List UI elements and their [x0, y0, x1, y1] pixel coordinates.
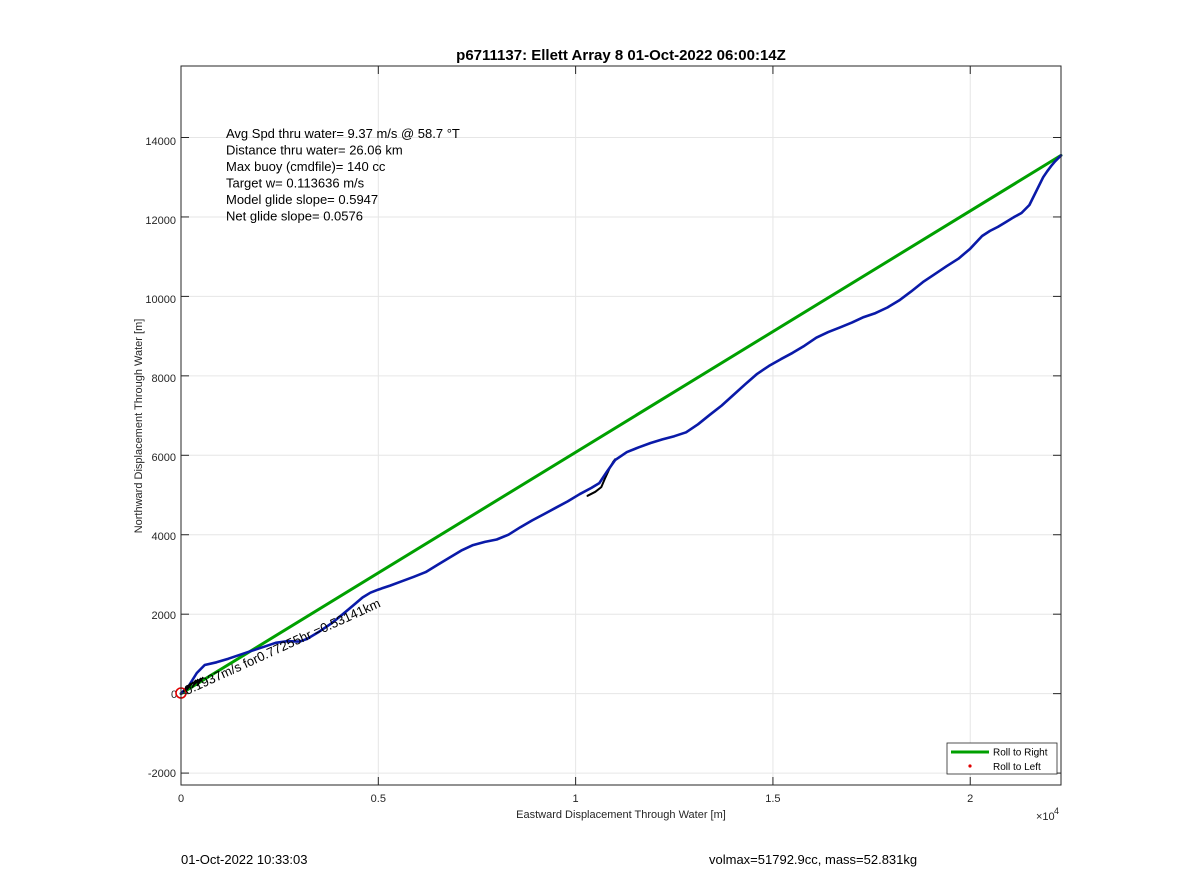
- y-tick-label: 12000: [145, 215, 176, 227]
- legend-roll-left-swatch: [968, 764, 972, 768]
- annotation-block: Avg Spd thru water= 9.37 m/s @ 58.7 °T D…: [226, 126, 460, 224]
- y-tick-label: 14000: [145, 136, 176, 148]
- y-tick-label: 2000: [152, 610, 176, 622]
- x-axis-label: Eastward Displacement Through Water [m]: [516, 809, 726, 821]
- x-axis-exponent-power: 4: [1054, 806, 1059, 816]
- x-tick-label: 0.5: [371, 793, 386, 805]
- annotation-avg-speed: Avg Spd thru water= 9.37 m/s @ 58.7 °T: [226, 126, 460, 141]
- start-point-label: 0: [171, 689, 177, 701]
- start-scribble: [182, 676, 204, 693]
- x-tick-label: 0: [178, 793, 184, 805]
- y-tick-label: 4000: [152, 531, 176, 543]
- y-tick-label: -2000: [148, 768, 176, 780]
- legend-roll-left-label: Roll to Left: [993, 762, 1041, 773]
- x-axis-exponent: ×10: [1036, 811, 1055, 823]
- series-layer: [179, 153, 1063, 696]
- series-roll-to-right: [179, 153, 1063, 696]
- x-tick-labels: 0 0.5 1 1.5 2: [178, 793, 973, 805]
- annotation-distance: Distance thru water= 26.06 km: [226, 143, 403, 158]
- y-axis-label: Northward Displacement Through Water [m]: [133, 319, 145, 534]
- annotation-target-w: Target w= 0.113636 m/s: [226, 176, 365, 191]
- axes-frame: [180, 65, 1062, 786]
- annotation-max-buoy: Max buoy (cmdfile)= 140 cc: [226, 159, 386, 174]
- legend-box: [946, 742, 1058, 775]
- chart-title: p6711137: Ellett Array 8 01-Oct-2022 06:…: [456, 47, 786, 64]
- x-tick-label: 2: [967, 793, 973, 805]
- y-tick-label: 6000: [152, 452, 176, 464]
- tick-marks: [180, 66, 1061, 785]
- annotation-net-glide: Net glide slope= 0.0576: [226, 209, 363, 224]
- y-tick-label: 8000: [152, 373, 176, 385]
- footer-vol-mass: volmax=51792.9cc, mass=52.831kg: [709, 852, 917, 867]
- annotation-model-glide: Model glide slope= 0.5947: [226, 192, 378, 207]
- x-tick-label: 1: [573, 793, 579, 805]
- legend-roll-right-label: Roll to Right: [993, 748, 1048, 759]
- series-blue-track: [179, 154, 1063, 695]
- y-tick-label: 10000: [145, 294, 176, 306]
- footer-timestamp: 01-Oct-2022 10:33:03: [181, 852, 307, 867]
- y-tick-labels: -2000 2000 4000 6000 8000 10000 12000 14…: [145, 136, 176, 780]
- legend: Roll to Right Roll to Left: [946, 742, 1058, 775]
- x-tick-label: 1.5: [765, 793, 780, 805]
